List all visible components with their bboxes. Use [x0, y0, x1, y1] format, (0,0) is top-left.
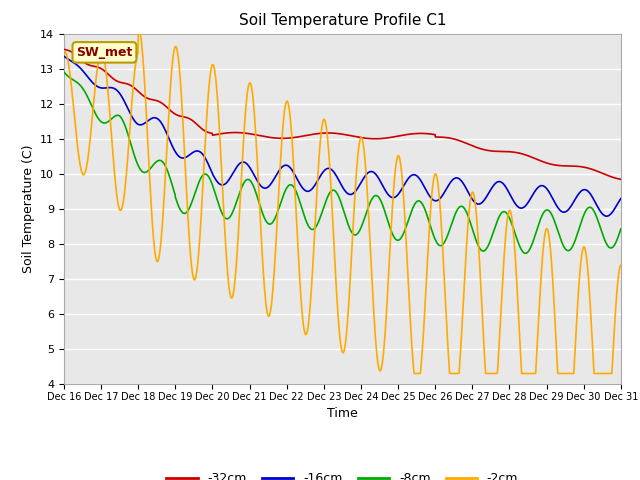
Legend: -32cm, -16cm, -8cm, -2cm: -32cm, -16cm, -8cm, -2cm — [161, 468, 524, 480]
Title: Soil Temperature Profile C1: Soil Temperature Profile C1 — [239, 13, 446, 28]
Text: SW_met: SW_met — [76, 46, 132, 59]
X-axis label: Time: Time — [327, 407, 358, 420]
Y-axis label: Soil Temperature (C): Soil Temperature (C) — [22, 144, 35, 273]
